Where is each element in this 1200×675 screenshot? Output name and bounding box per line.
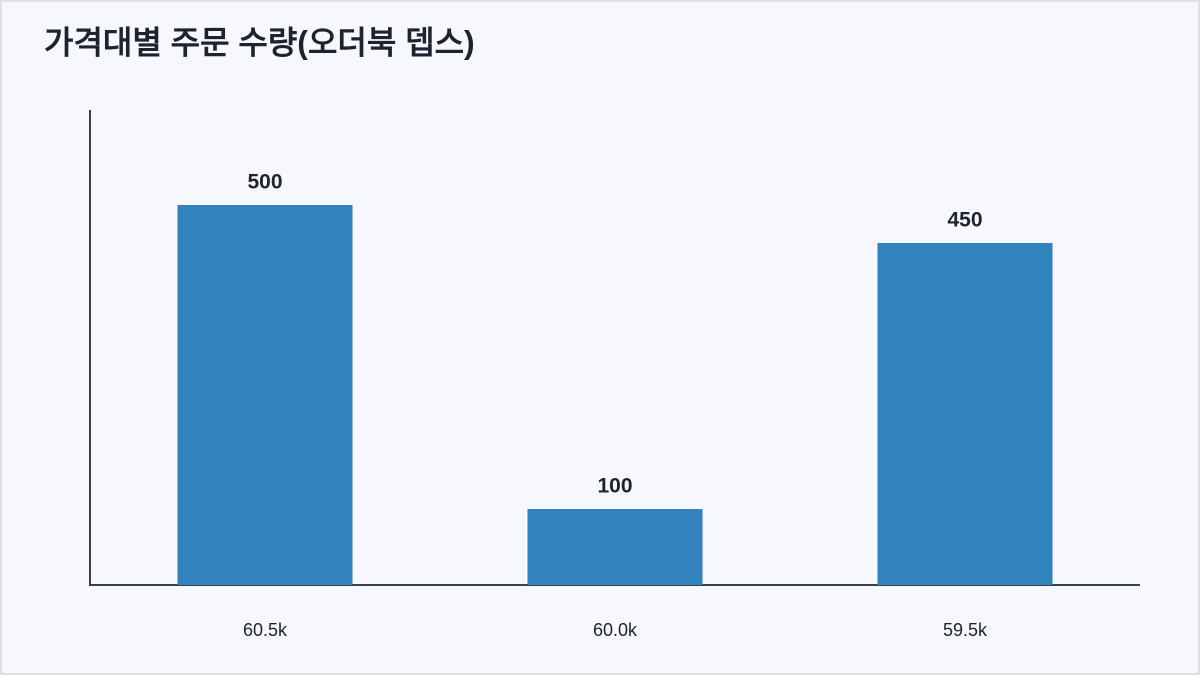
chart-title: 가격대별 주문 수량(오더북 뎁스)	[44, 24, 475, 60]
bar	[177, 205, 353, 585]
bar	[527, 509, 703, 585]
value-label: 100	[597, 475, 632, 498]
x-tick-label: 59.5k	[943, 620, 988, 640]
x-tick-label: 60.5k	[243, 620, 288, 640]
bar	[877, 243, 1053, 585]
x-tick-label: 60.0k	[593, 620, 638, 640]
value-label: 500	[247, 171, 282, 194]
value-label: 450	[947, 209, 982, 232]
